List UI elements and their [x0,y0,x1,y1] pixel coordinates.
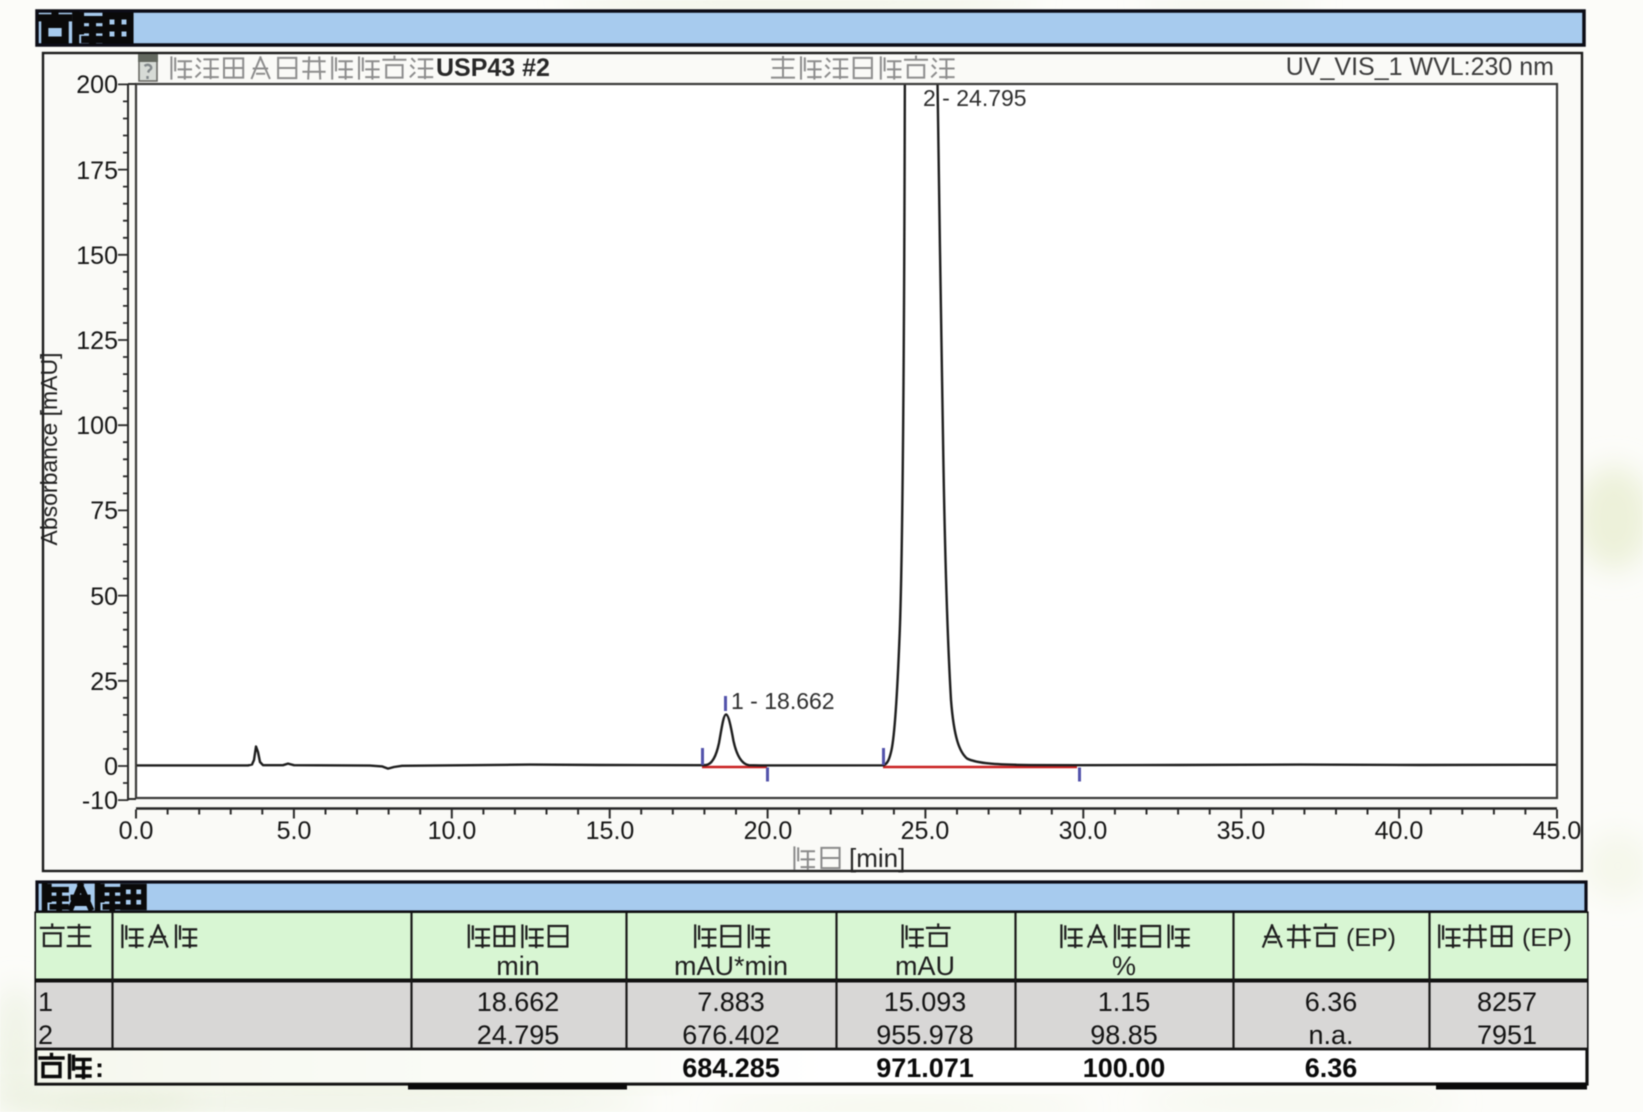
svg-text:971.071: 971.071 [876,1053,974,1083]
svg-text:955.978: 955.978 [876,1020,974,1050]
svg-text:0: 0 [104,753,118,781]
svg-text:40.0: 40.0 [1375,817,1424,845]
svg-text:n.a.: n.a. [1308,1020,1353,1050]
svg-text:0.0: 0.0 [119,817,154,845]
svg-text:100: 100 [76,412,118,440]
svg-text:10.0: 10.0 [428,817,477,845]
svg-text:mAU*min: mAU*min [674,951,788,981]
svg-text:mAU: mAU [895,951,955,981]
svg-text:2: 2 [38,1020,53,1050]
svg-text:2 - 24.795: 2 - 24.795 [923,85,1027,111]
svg-text:7.883: 7.883 [697,987,765,1017]
svg-text:-10: -10 [82,787,118,815]
svg-text:20.0: 20.0 [744,817,793,845]
svg-text:1 - 18.662: 1 - 18.662 [731,688,835,714]
svg-text:%: % [1112,951,1136,981]
svg-text:25: 25 [90,668,118,696]
svg-text:676.402: 676.402 [682,1020,780,1050]
svg-text:(EP): (EP) [1522,924,1572,952]
svg-text:6.36: 6.36 [1305,1053,1358,1083]
svg-text:50: 50 [90,583,118,611]
svg-text:684.285: 684.285 [682,1053,780,1083]
svg-text:150: 150 [76,242,118,270]
svg-text:100.00: 100.00 [1083,1053,1166,1083]
svg-text:5.0: 5.0 [277,817,312,845]
svg-text:45.0: 45.0 [1533,817,1582,845]
svg-text:1.15: 1.15 [1098,987,1151,1017]
svg-text:7951: 7951 [1477,1020,1537,1050]
svg-text:75: 75 [90,497,118,525]
svg-text:25.0: 25.0 [901,817,950,845]
svg-text:30.0: 30.0 [1059,817,1108,845]
svg-text:Absorbance [mAU]: Absorbance [mAU] [36,352,62,545]
svg-text:UV_VIS_1 WVL:230 nm: UV_VIS_1 WVL:230 nm [1286,53,1554,81]
svg-text:USP43 #2: USP43 #2 [436,54,550,82]
svg-text::: : [95,1053,104,1083]
svg-text:24.795: 24.795 [477,1020,560,1050]
svg-text:15.0: 15.0 [586,817,635,845]
svg-text:8257: 8257 [1477,987,1537,1017]
svg-text:15.093: 15.093 [884,987,967,1017]
svg-text:6.36: 6.36 [1305,987,1358,1017]
svg-text:1: 1 [38,987,53,1017]
svg-text:175: 175 [76,157,118,185]
svg-text:98.85: 98.85 [1090,1020,1158,1050]
svg-text:[min]: [min] [849,843,905,873]
svg-text:200: 200 [76,71,118,99]
svg-text:(EP): (EP) [1346,924,1396,952]
svg-text:18.662: 18.662 [477,987,560,1017]
svg-text:min: min [496,951,540,981]
svg-text:125: 125 [76,327,118,355]
svg-text:35.0: 35.0 [1217,817,1266,845]
